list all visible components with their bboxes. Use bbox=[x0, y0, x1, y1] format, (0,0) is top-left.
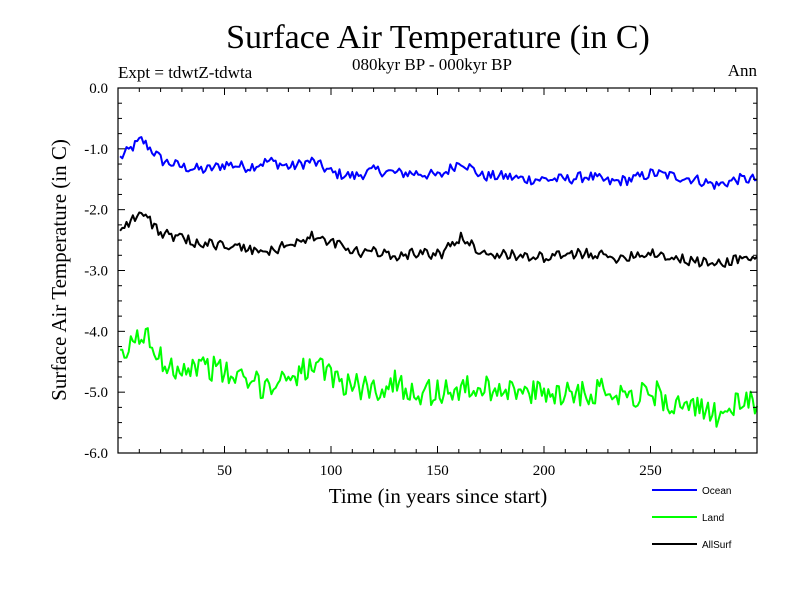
season-label: Ann bbox=[728, 61, 758, 80]
y-tick-label: -3.0 bbox=[84, 264, 108, 280]
legend-label-ocean: Ocean bbox=[702, 486, 731, 497]
y-axis-label: Surface Air Temperature (in C) bbox=[47, 139, 71, 401]
series-line-land bbox=[120, 327, 758, 428]
y-tick-label: -5.0 bbox=[84, 385, 108, 401]
x-tick-label: 50 bbox=[217, 463, 232, 479]
experiment-label: Expt = tdwtZ-tdwta bbox=[118, 63, 253, 82]
legend-label-land: Land bbox=[702, 513, 724, 524]
y-tick-label: -2.0 bbox=[84, 203, 108, 219]
y-tick-label: -6.0 bbox=[84, 446, 108, 462]
x-axis-label: Time (in years since start) bbox=[329, 484, 548, 508]
y-tick-label: -4.0 bbox=[84, 324, 108, 340]
x-tick-label: 250 bbox=[639, 463, 662, 479]
x-tick-label: 150 bbox=[426, 463, 449, 479]
legend: Ocean Land AllSurf bbox=[652, 486, 732, 551]
chart-subtitle: 080kyr BP - 000kyr BP bbox=[352, 55, 512, 74]
series-line-ocean bbox=[119, 136, 758, 190]
x-tick-label: 100 bbox=[320, 463, 343, 479]
series-line-allsurf bbox=[119, 211, 758, 268]
axes-layer: 50 100 150 200 250 0.0 -1.0 -2.0 -3.0 -4.0 -5.0 -6.… bbox=[84, 81, 757, 479]
legend-label-allsurf: AllSurf bbox=[702, 540, 732, 551]
y-tick-label: 0.0 bbox=[89, 81, 108, 97]
x-tick-label: 200 bbox=[533, 463, 556, 479]
series-layer bbox=[119, 136, 758, 428]
y-tick-label: -1.0 bbox=[84, 142, 108, 158]
chart-title: Surface Air Temperature (in C) bbox=[226, 19, 650, 56]
